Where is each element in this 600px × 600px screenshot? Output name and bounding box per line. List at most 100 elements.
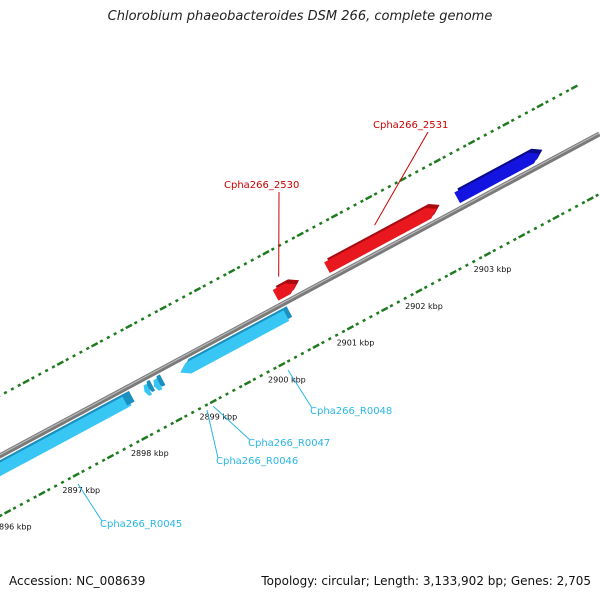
outer-tick <box>433 158 441 164</box>
inner-tick <box>341 329 346 334</box>
inner-tick <box>547 219 552 223</box>
outer-tick <box>497 125 501 130</box>
inner-tick <box>355 322 360 326</box>
inner-tick <box>368 314 373 319</box>
outer-tick <box>551 96 556 101</box>
outer-tick <box>78 350 83 354</box>
inner-tick <box>567 208 572 212</box>
map-title: Chlorobium phaeobacteroides DSM 266, com… <box>107 9 493 24</box>
inner-tick-ring <box>0 193 600 518</box>
outer-tick <box>570 84 579 90</box>
outer-tick <box>455 147 460 152</box>
outer-tick <box>531 107 536 112</box>
outer-tick <box>296 231 304 238</box>
outer-tick <box>243 262 248 266</box>
outer-tick <box>0 394 1 399</box>
outer-tick <box>133 320 138 325</box>
outer-tick <box>545 100 549 104</box>
inner-tick <box>243 380 252 386</box>
outer-tick <box>502 121 510 127</box>
inner-tick <box>595 193 600 198</box>
outer-tick <box>510 118 515 123</box>
inner-tick <box>403 296 408 301</box>
gene-label-cpha266_r0048: Cpha266_R0048 <box>310 406 392 417</box>
inner-tick <box>423 285 428 290</box>
outer-tick <box>536 102 544 109</box>
inner-tick <box>129 443 133 448</box>
gene-label-cpha266_r0045: Cpha266_R0045 <box>100 519 182 530</box>
inner-tick <box>122 447 127 452</box>
inner-tick <box>190 410 195 415</box>
gene-labels: Cpha266_R0045 Cpha266_R0046 Cpha266_R0047 C… <box>77 120 448 530</box>
outer-tick <box>106 335 111 340</box>
inner-tick <box>252 377 257 382</box>
inner-tick <box>478 256 483 260</box>
outer-tick <box>181 295 186 299</box>
inner-tick <box>499 245 504 249</box>
gene-arrow <box>272 283 297 301</box>
genome-backbone <box>0 131 600 459</box>
gene-arrow <box>12 396 129 464</box>
scale-labels: 2896 kbp 2897 kbp 2898 kbp 2899 kbp 2900 kbp… <box>0 265 511 532</box>
gene-leader-line <box>374 131 429 226</box>
scale-label-2903: 2903 kbp <box>474 265 512 274</box>
scale-label-2900: 2900 kbp <box>268 376 306 385</box>
inner-tick <box>231 388 236 393</box>
outer-tick <box>442 155 447 159</box>
inner-tick <box>586 196 594 202</box>
gene-leader-line <box>77 483 103 522</box>
inner-tick <box>437 278 442 282</box>
inner-tick <box>492 248 497 253</box>
outer-tick <box>10 387 15 391</box>
inner-tick <box>115 451 120 455</box>
inner-tick <box>327 337 332 341</box>
outer-tick <box>558 92 563 97</box>
inner-tick <box>183 414 188 418</box>
inner-tick <box>0 513 3 518</box>
gene-label-cpha266_2531: Cpha266_2531 <box>373 120 448 131</box>
outer-tick <box>373 192 378 196</box>
inner-tick <box>458 267 462 271</box>
gene-arrow <box>180 310 290 374</box>
outer-tick <box>407 173 412 178</box>
outer-tick <box>318 221 323 226</box>
inner-tick <box>81 469 85 474</box>
inner-tick <box>38 490 46 497</box>
outer-tick <box>147 313 152 318</box>
inner-tick <box>334 333 339 337</box>
outer-tick <box>168 302 172 307</box>
inner-tick <box>259 373 264 378</box>
outer-tick <box>270 247 275 251</box>
inner-tick <box>483 251 492 257</box>
gene-label-cpha266_r0047: Cpha266_R0047 <box>248 438 330 449</box>
outer-tick <box>467 139 476 146</box>
outer-tick <box>325 217 330 222</box>
inner-tick <box>574 204 579 209</box>
outer-tick <box>154 309 159 314</box>
inner-tick <box>375 311 380 315</box>
outer-tick <box>524 111 529 115</box>
inner-tick <box>46 487 51 492</box>
gene-arrow <box>153 378 163 391</box>
inner-tick <box>149 432 154 437</box>
backbone-highlight <box>0 132 600 456</box>
outer-tick <box>284 239 289 244</box>
outer-tick <box>277 243 282 248</box>
inner-tick <box>312 343 320 349</box>
outer-tick-ring <box>0 84 579 399</box>
scale-label-2902: 2902 kbp <box>405 302 443 311</box>
inner-tick <box>60 480 65 485</box>
outer-tick <box>365 194 373 201</box>
outer-tick <box>462 144 467 148</box>
inner-tick <box>560 211 565 216</box>
inner-tick <box>444 274 449 279</box>
inner-tick <box>197 406 202 411</box>
outer-tick <box>44 368 49 373</box>
outer-tick <box>30 376 35 380</box>
inner-tick <box>141 435 149 441</box>
outer-tick <box>65 357 70 362</box>
outer-tick <box>262 250 270 256</box>
inner-tick <box>135 440 140 444</box>
genome-summary-text: Topology: circular; Length: 3,133,902 bp… <box>261 574 591 588</box>
backbone-line <box>0 131 600 459</box>
